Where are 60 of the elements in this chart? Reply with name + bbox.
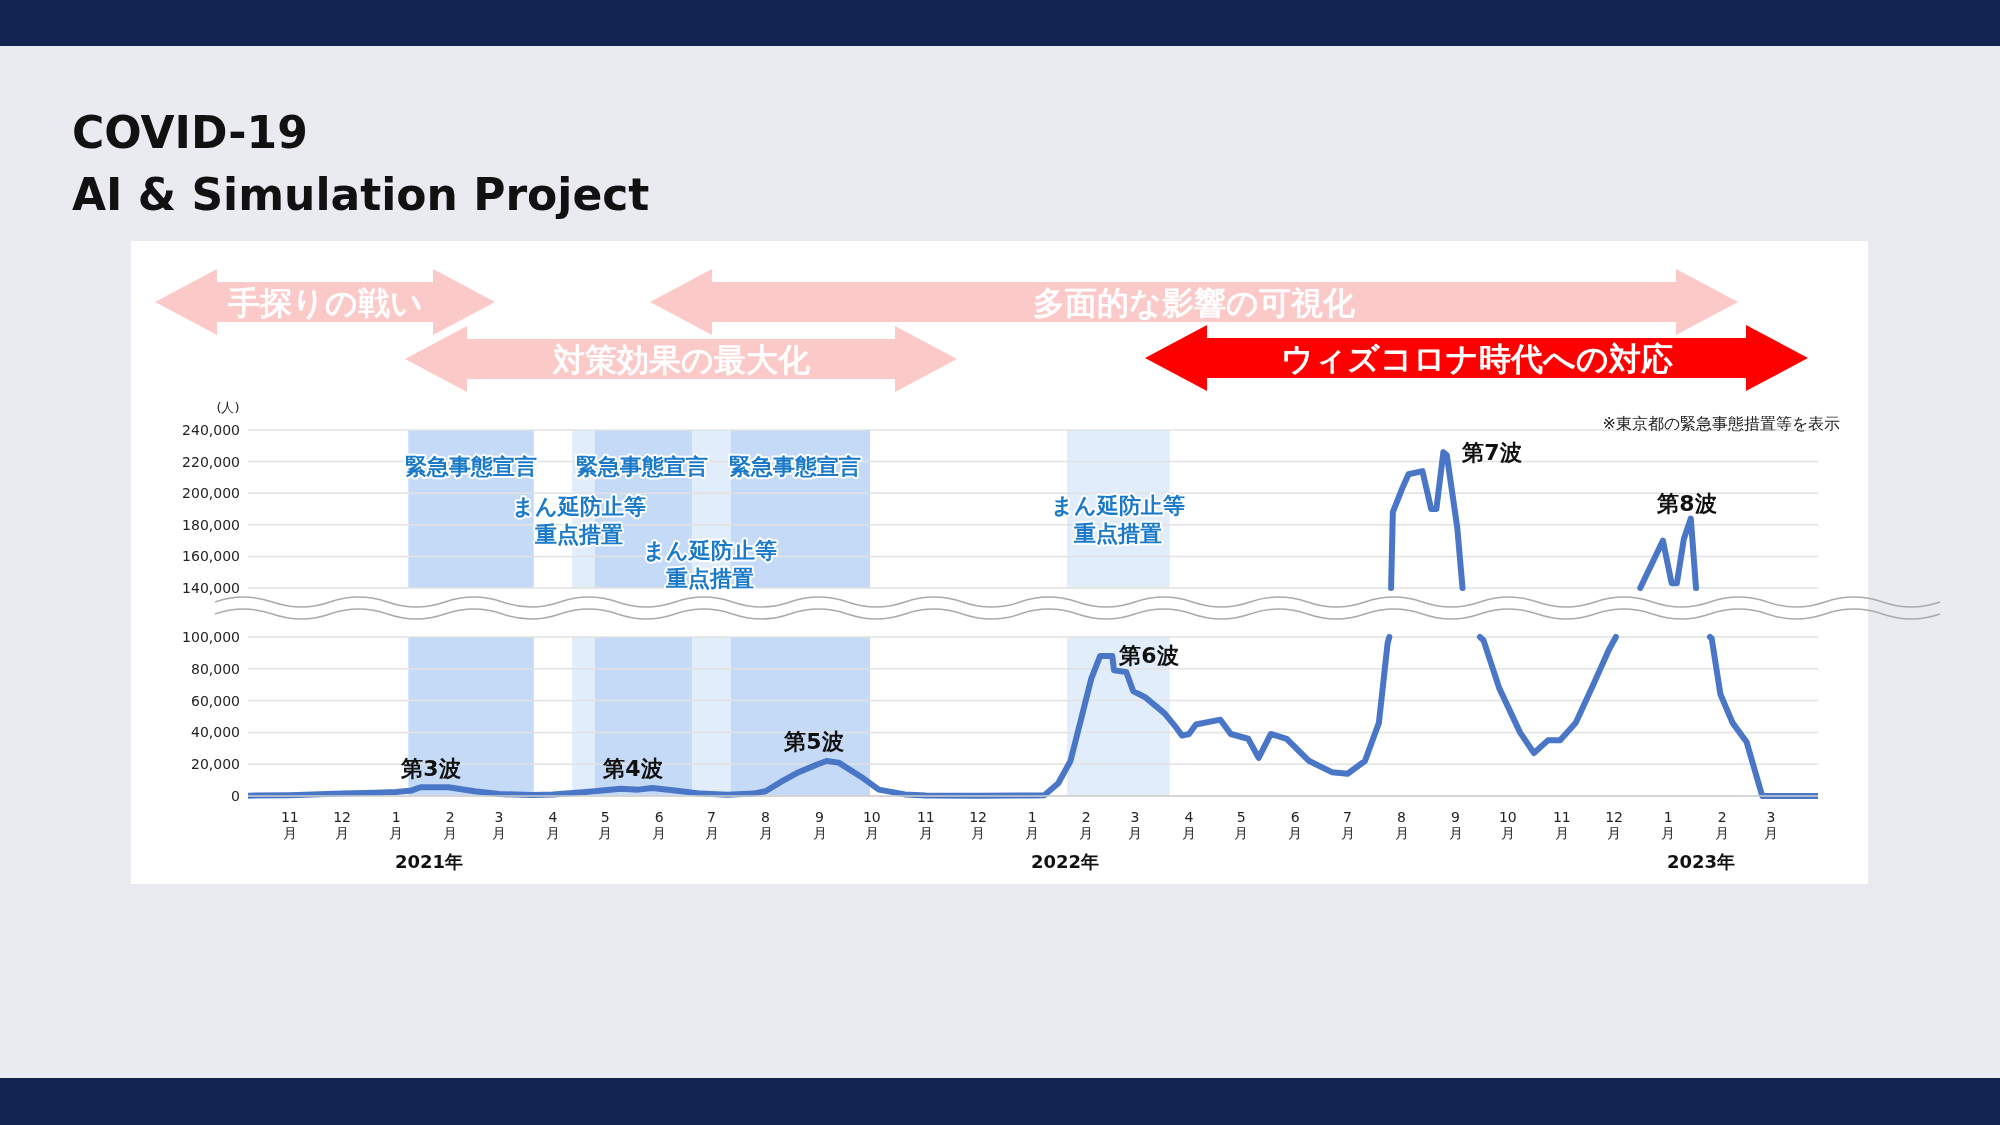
- x-tick-label: 9月: [812, 809, 827, 841]
- x-tick-label: 11月: [916, 809, 935, 841]
- x-tick-label: 2月: [443, 809, 458, 841]
- y-tick-label: 0: [231, 788, 240, 804]
- y-tick-label: 200,000: [182, 485, 240, 502]
- x-tick-label: 4月: [1181, 809, 1196, 841]
- x-tick-label: 3月: [1763, 809, 1778, 841]
- text: 2021年: [394, 851, 464, 872]
- y-tick-label: 80,000: [191, 660, 240, 677]
- annotation: 第8波: [1656, 491, 1717, 516]
- x-tick-label: 2月: [1079, 809, 1094, 841]
- y-tick-label: 140,000: [182, 580, 240, 596]
- text: 2022年: [1030, 851, 1100, 872]
- x-tick-label: 6月: [1288, 809, 1303, 841]
- y-axis-title: (人): [216, 400, 240, 415]
- x-tick-label: 10月: [1498, 809, 1517, 841]
- annotation: 第4波: [602, 756, 663, 781]
- annotation: 緊急事態宣言: [576, 454, 708, 479]
- x-tick-label: 4月: [545, 809, 560, 841]
- x-tick-label: 11月: [1552, 809, 1571, 841]
- x-tick-label: 8月: [758, 809, 773, 841]
- annotation: 第3波: [400, 756, 461, 781]
- annotation: まん延防止等重点措置: [512, 494, 646, 547]
- x-tick-label: 8月: [1394, 809, 1409, 841]
- y-tick-label: 40,000: [191, 724, 240, 741]
- y-tick-label: 240,000: [182, 422, 240, 438]
- x-tick-label: 3月: [1127, 809, 1142, 841]
- x-tick-label: 12月: [969, 809, 988, 841]
- y-tick-label: 160,000: [182, 548, 240, 565]
- x-tick-label: 7月: [1340, 809, 1355, 841]
- x-tick-label: 1月: [1025, 809, 1040, 841]
- x-tick-label: 1月: [1661, 809, 1676, 841]
- chart-title: COVID-19 AI & Simulation Project: [72, 107, 650, 220]
- x-tick-label: 12月: [1605, 809, 1624, 841]
- annotation: ※東京都の緊急事態措置等を表示: [1602, 414, 1840, 433]
- annotation: まん延防止等重点措置: [643, 538, 777, 591]
- y-tick-label: 180,000: [182, 516, 240, 533]
- x-tick-label: 2月: [1715, 809, 1730, 841]
- annotation: 第7波: [1461, 440, 1522, 465]
- x-tick-label: 12月: [333, 809, 352, 841]
- text: 2023年: [1666, 851, 1736, 872]
- x-tick-label: 10月: [862, 809, 881, 841]
- x-tick-label: 1月: [389, 809, 404, 841]
- text: ウィズコロナ時代への対応: [1280, 340, 1673, 378]
- x-tick-label: 5月: [1234, 809, 1249, 841]
- y-tick-label: 60,000: [191, 692, 240, 709]
- x-tick-label: 9月: [1448, 809, 1463, 841]
- x-tick-label: 7月: [704, 809, 719, 841]
- y-tick-label: 220,000: [182, 453, 240, 470]
- annotation: 緊急事態宣言: [729, 454, 861, 479]
- annotation: 第6波: [1118, 643, 1179, 668]
- annotation: 第5波: [783, 729, 844, 754]
- annotation: 緊急事態宣言: [405, 454, 537, 479]
- y-tick-label: 20,000: [191, 756, 240, 773]
- y-tick-label: 100,000: [182, 629, 240, 645]
- x-tick-label: 3月: [491, 809, 506, 841]
- x-tick-label: 11月: [280, 809, 299, 841]
- x-tick-label: 6月: [652, 809, 667, 841]
- annotation: まん延防止等重点措置: [1051, 493, 1185, 546]
- x-tick-label: 5月: [598, 809, 613, 841]
